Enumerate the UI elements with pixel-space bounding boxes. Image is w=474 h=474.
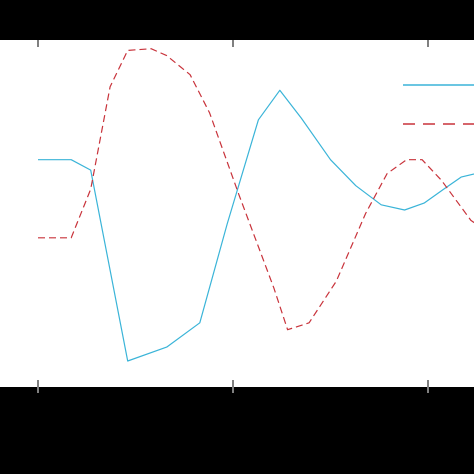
x-tick-label: 04 (459, 402, 474, 424)
series-line-1 (38, 89, 474, 362)
x-axis-title: Time /( Hour, minute, second, millisecon… (0, 450, 368, 474)
x-tick-label: 0 (2, 402, 12, 424)
series-line-2 (38, 48, 474, 331)
plot-area (0, 40, 474, 387)
x-tick-label: 04:08:29:400 (140, 402, 247, 424)
label-band (0, 387, 474, 474)
x-tick-label: 04:08:29:500 (335, 402, 442, 424)
